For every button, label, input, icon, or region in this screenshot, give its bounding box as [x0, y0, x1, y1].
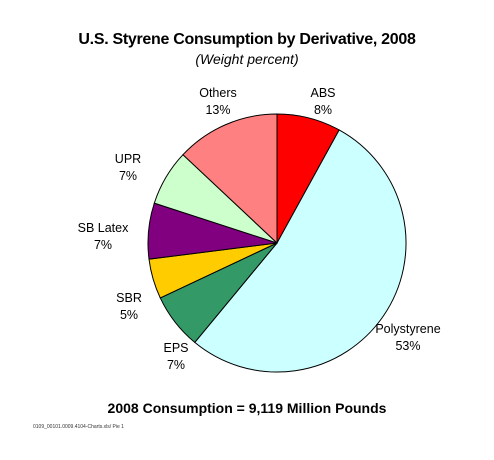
slice-name-sbr: SBR — [116, 291, 142, 305]
pie-slice-polystyrene — [194, 129, 407, 373]
slice-name-upr: UPR — [115, 152, 141, 166]
slice-name-eps: EPS — [163, 341, 188, 355]
file-reference: 0109_00101.0009.4104-Charts.xls/ Pie 1 — [33, 424, 124, 430]
chart-title: U.S. Styrene Consumption by Derivative, … — [78, 31, 416, 48]
consumption-total: 2008 Consumption = 9,119 Million Pounds — [107, 400, 387, 416]
slice-value-sb-latex: 7% — [94, 238, 112, 252]
slice-name-sb-latex: SB Latex — [78, 221, 129, 235]
pie-chart: ABS 8% Polystyrene 53% EPS 7% SBR 5% SB Latex 7% U… — [78, 86, 441, 373]
slice-value-sbr: 5% — [120, 308, 138, 322]
slice-value-abs: 8% — [314, 103, 332, 117]
chart-subtitle: (Weight percent) — [195, 51, 299, 67]
slice-value-eps: 7% — [167, 358, 185, 372]
pie-slice-others — [182, 113, 278, 245]
slice-name-others: Others — [199, 86, 237, 100]
slice-value-polystyrene: 53% — [395, 339, 420, 353]
slice-name-polystyrene: Polystyrene — [375, 322, 440, 336]
slice-value-upr: 7% — [119, 169, 137, 183]
slice-name-abs: ABS — [310, 86, 335, 100]
slice-value-others: 13% — [205, 103, 230, 117]
